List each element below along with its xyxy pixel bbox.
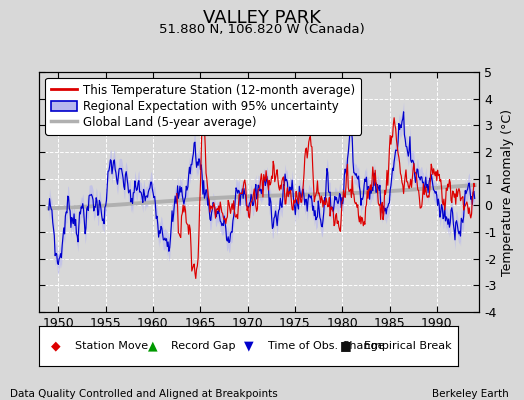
Y-axis label: Temperature Anomaly (°C): Temperature Anomaly (°C) [501,108,514,276]
Text: ▲: ▲ [148,340,157,352]
Text: Time of Obs. Change: Time of Obs. Change [268,341,384,351]
Text: Record Gap: Record Gap [171,341,236,351]
Text: VALLEY PARK: VALLEY PARK [203,9,321,27]
Text: ■: ■ [340,340,351,352]
Text: ◆: ◆ [51,340,61,352]
Text: Station Move: Station Move [75,341,148,351]
Text: Data Quality Controlled and Aligned at Breakpoints: Data Quality Controlled and Aligned at B… [10,389,278,399]
Text: Berkeley Earth: Berkeley Earth [432,389,508,399]
Text: 51.880 N, 106.820 W (Canada): 51.880 N, 106.820 W (Canada) [159,24,365,36]
Text: Empirical Break: Empirical Break [364,341,452,351]
Text: ▼: ▼ [244,340,254,352]
Legend: This Temperature Station (12-month average), Regional Expectation with 95% uncer: This Temperature Station (12-month avera… [45,78,361,135]
